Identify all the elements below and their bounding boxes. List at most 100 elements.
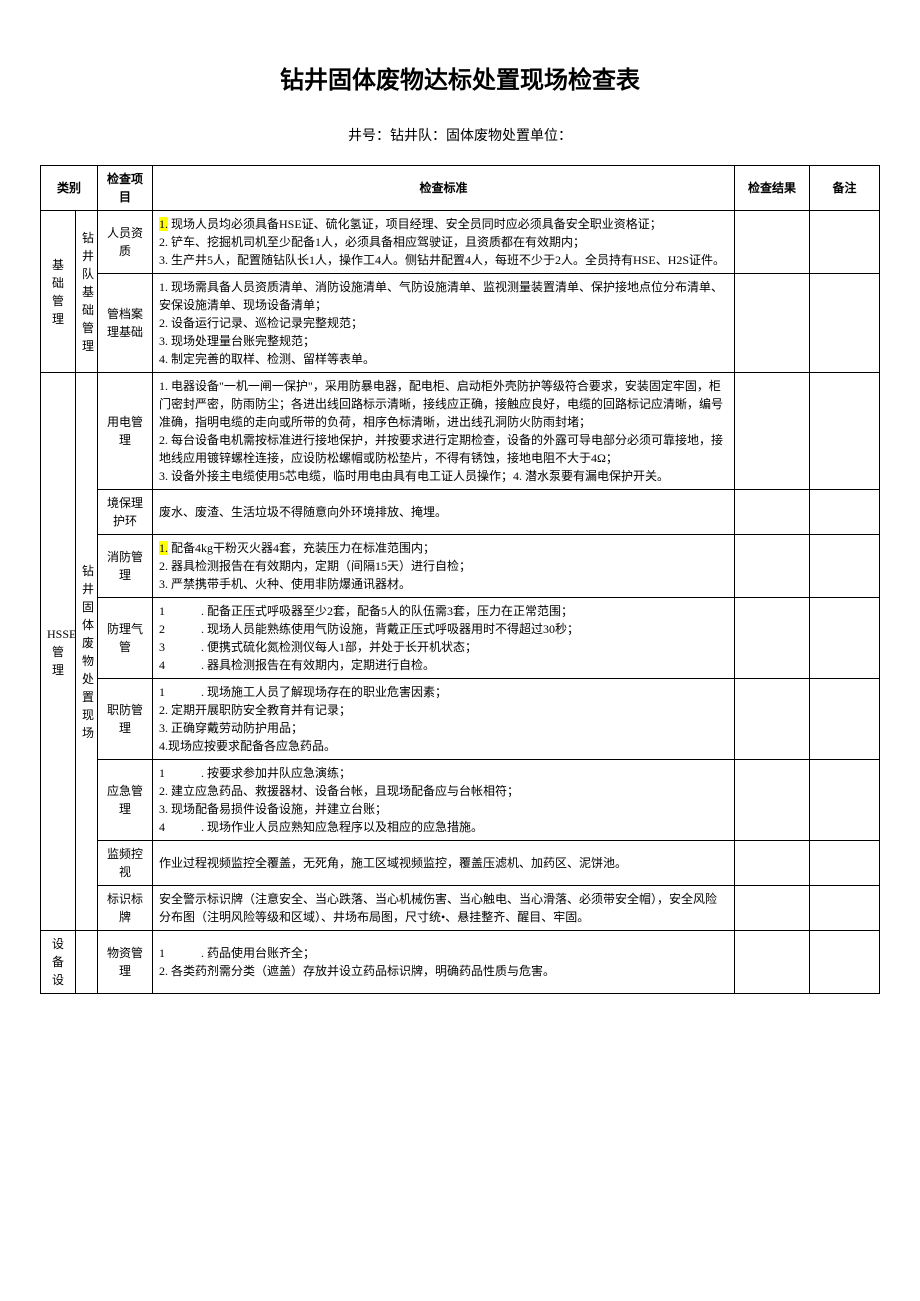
table-row: 标识标牌安全警示标识牌（注意安全、当心跌落、当心机械伤害、当心触电、当心滑落、必… [41, 886, 880, 931]
remark-cell [810, 841, 880, 886]
result-cell [735, 490, 810, 535]
table-row: 防理气管1 . 配备正压式呼吸器至少2套，配备5人的队伍需3套，压力在正常范围；… [41, 598, 880, 679]
standard-cell: 1. 现场需具备人员资质清单、消防设施清单、气防设施清单、监视测量装置清单、保护… [153, 274, 735, 373]
standard-text: 废水、废渣、生活垃圾不得随意向外环境排放、掩埋。 [159, 505, 447, 519]
remark-cell [810, 679, 880, 760]
standard-text: 2 . 现场人员能熟练使用气防设施，背戴正压式呼吸器用时不得超过30秒； [159, 622, 579, 636]
item-cell: 应急管理 [98, 760, 153, 841]
category-2-cell: 钻井队基础管理 [76, 211, 98, 373]
standard-text: 1 . 按要求参加井队应急演练； [159, 766, 351, 780]
standard-text: 2. 各类药剂需分类（遮盖）存放并设立药品标识牌，明确药品性质与危害。 [159, 964, 555, 978]
category-2-cell: 钻井固体废物处置现场 [76, 373, 98, 931]
standard-text: 配备4kg干粉灭火器4套，充装压力在标准范围内； [168, 541, 435, 555]
result-cell [735, 598, 810, 679]
standard-text: 2. 每台设备电机需按标准进行接地保护，并按要求进行定期检查，设备的外露可导电部… [159, 433, 723, 465]
standard-text: 4.现场应按要求配备各应急药品。 [159, 739, 336, 753]
item-cell: 人员资质 [98, 211, 153, 274]
standard-text: 3. 生产井5人，配置随钻队长1人，操作工4人。侧钻井配置4人，每班不少于2人。… [159, 253, 725, 267]
standard-text: 3. 严禁携带手机、火种、使用非防爆通讯器材。 [159, 577, 411, 591]
result-cell [735, 274, 810, 373]
th-standard: 检查标准 [153, 166, 735, 211]
table-row: 应急管理1 . 按要求参加井队应急演练；2. 建立应急药品、救援器材、设备台帐，… [41, 760, 880, 841]
standard-text: 4 . 器具检测报告在有效期内，定期进行自检。 [159, 658, 435, 672]
remark-cell [810, 373, 880, 490]
item-cell: 管档案理基础 [98, 274, 153, 373]
item-cell: 职防管理 [98, 679, 153, 760]
standard-cell: 1 . 药品使用台账齐全； 2. 各类药剂需分类（遮盖）存放并设立药品标识牌，明确… [153, 931, 735, 994]
standard-text: 1 . 现场施工人员了解现场存在的职业危害因素； [159, 685, 447, 699]
remark-cell [810, 886, 880, 931]
th-category: 类别 [41, 166, 98, 211]
table-row: 消防管理 1. 配备4kg干粉灭火器4套，充装压力在标准范围内； 2. 器具检测报告… [41, 535, 880, 598]
standard-cell: 1 . 按要求参加井队应急演练；2. 建立应急药品、救援器材、设备台帐，且现场配… [153, 760, 735, 841]
result-cell [735, 211, 810, 274]
category-2-cell [76, 931, 98, 994]
category-1-cell: 基础管理 [41, 211, 76, 373]
standard-cell: 废水、废渣、生活垃圾不得随意向外环境排放、掩埋。 [153, 490, 735, 535]
result-cell [735, 760, 810, 841]
standard-text: 1. 现场需具备人员资质清单、消防设施清单、气防设施清单、监视测量装置清单、保护… [159, 280, 723, 312]
standard-text: 作业过程视频监控全覆盖，无死角，施工区域视频监控，覆盖压滤机、加药区、泥饼池。 [159, 856, 627, 870]
remark-cell [810, 931, 880, 994]
standard-cell: 1 . 现场施工人员了解现场存在的职业危害因素； 2. 定期开展职防安全教育并有记… [153, 679, 735, 760]
standard-text: 2. 器具检测报告在有效期内，定期（间隔15天）进行自检； [159, 559, 471, 573]
standard-text: 1 . 药品使用台账齐全； [159, 946, 315, 960]
remark-cell [810, 760, 880, 841]
item-cell: 用电管理 [98, 373, 153, 490]
standard-text: 1. 电器设备"一机一闸一保护"，采用防暴电器，配电柜、启动柜外壳防护等级符合要… [159, 379, 723, 429]
standard-text: 3. 现场处理量台账完整规范； [159, 334, 315, 348]
standard-text: 3. 正确穿戴劳动防护用品； [159, 721, 303, 735]
standard-text: 4. 制定完善的取样、检测、留样等表单。 [159, 352, 375, 366]
remark-cell [810, 274, 880, 373]
table-row: 境保理护环废水、废渣、生活垃圾不得随意向外环境排放、掩埋。 [41, 490, 880, 535]
standard-text: 2. 定期开展职防安全教育并有记录； [159, 703, 351, 717]
item-cell: 防理气管 [98, 598, 153, 679]
standard-text: 1. [159, 541, 168, 555]
item-cell: 消防管理 [98, 535, 153, 598]
item-cell: 物资管理 [98, 931, 153, 994]
standard-text: 4 . 现场作业人员应熟知应急程序以及相应的应急措施。 [159, 820, 483, 834]
standard-cell: 1. 现场人员均必须具备HSE证、硫化氢证，项目经理、安全员同时应必须具备安全职… [153, 211, 735, 274]
table-row: 管档案理基础1. 现场需具备人员资质清单、消防设施清单、气防设施清单、监视测量装… [41, 274, 880, 373]
standard-cell: 1. 配备4kg干粉灭火器4套，充装压力在标准范围内； 2. 器具检测报告在有效期… [153, 535, 735, 598]
remark-cell [810, 490, 880, 535]
standard-text: 2. 设备运行记录、巡检记录完整规范； [159, 316, 363, 330]
inspection-table: 类别 检查项目 检查标准 检查结果 备注 基础管理钻井队基础管理人员资质1. 现… [40, 165, 880, 994]
result-cell [735, 886, 810, 931]
standard-cell: 安全警示标识牌（注意安全、当心跌落、当心机械伤害、当心触电、当心滑落、必须带安全… [153, 886, 735, 931]
table-row: 基础管理钻井队基础管理人员资质1. 现场人员均必须具备HSE证、硫化氢证，项目经… [41, 211, 880, 274]
th-remark: 备注 [810, 166, 880, 211]
item-cell: 境保理护环 [98, 490, 153, 535]
standard-cell: 作业过程视频监控全覆盖，无死角，施工区域视频监控，覆盖压滤机、加药区、泥饼池。 [153, 841, 735, 886]
th-item: 检查项目 [98, 166, 153, 211]
remark-cell [810, 598, 880, 679]
th-result: 检查结果 [735, 166, 810, 211]
header-row: 类别 检查项目 检查标准 检查结果 备注 [41, 166, 880, 211]
category-1-cell: HSSE管理 [41, 373, 76, 931]
item-cell: 标识标牌 [98, 886, 153, 931]
result-cell [735, 841, 810, 886]
standard-text: 3 . 便携式硫化氮检测仪每人1部，并处于长开机状态； [159, 640, 477, 654]
standard-cell: 1. 电器设备"一机一闸一保护"，采用防暴电器，配电柜、启动柜外壳防护等级符合要… [153, 373, 735, 490]
item-cell: 监频控视 [98, 841, 153, 886]
result-cell [735, 679, 810, 760]
result-cell [735, 535, 810, 598]
table-row: 监频控视作业过程视频监控全覆盖，无死角，施工区域视频监控，覆盖压滤机、加药区、泥… [41, 841, 880, 886]
remark-cell [810, 535, 880, 598]
table-row: 职防管理 1 . 现场施工人员了解现场存在的职业危害因素； 2. 定期开展职防安全教… [41, 679, 880, 760]
remark-cell [810, 211, 880, 274]
result-cell [735, 373, 810, 490]
category-1-cell: 设备设 [41, 931, 76, 994]
standard-text: 2. 铲车、挖掘机司机至少配备1人，必须具备相应驾驶证，且资质都在有效期内； [159, 235, 585, 249]
standard-text: 1. [159, 217, 168, 231]
standard-text: 安全警示标识牌（注意安全、当心跌落、当心机械伤害、当心触电、当心滑落、必须带安全… [159, 892, 717, 924]
table-body: 基础管理钻井队基础管理人员资质1. 现场人员均必须具备HSE证、硫化氢证，项目经… [41, 211, 880, 994]
result-cell [735, 931, 810, 994]
sub-header: 井号：钻井队：固体废物处置单位： [40, 125, 880, 145]
table-row: HSSE管理钻井固体废物处置现场用电管理1. 电器设备"一机一闸一保护"，采用防… [41, 373, 880, 490]
standard-text: 现场人员均必须具备HSE证、硫化氢证，项目经理、安全员同时应必须具备安全职业资格… [168, 217, 662, 231]
page-title: 钻井固体废物达标处置现场检查表 [40, 60, 880, 95]
standard-cell: 1 . 配备正压式呼吸器至少2套，配备5人的队伍需3套，压力在正常范围；2 . … [153, 598, 735, 679]
standard-text: 3. 现场配备易损件设备设施，并建立台账； [159, 802, 387, 816]
standard-text: 3. 设备外接主电缆使用5芯电缆，临时用电由具有电工证人员操作；4. 潜水泵要有… [159, 469, 669, 483]
